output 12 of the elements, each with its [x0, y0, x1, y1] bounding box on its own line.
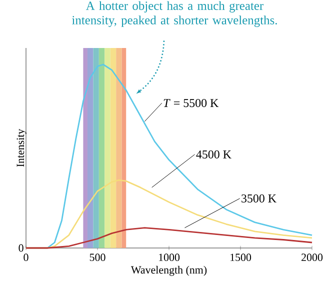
text: T = 5500 K	[164, 99, 219, 108]
text: 3500 K	[242, 194, 276, 202]
x-tick-label: 2000	[302, 254, 323, 262]
x-tick-label: 1000	[159, 254, 180, 262]
x-tick-label: 0	[24, 254, 28, 262]
text: 4500 K	[196, 150, 232, 158]
y-axis-title: Intensity	[16, 128, 26, 167]
x-tick-label: 500	[90, 254, 106, 262]
x-axis-title: Wavelength (nm)	[130, 266, 207, 276]
text: A hotter object has a much greater intensity, peaked at shorter wavelengths.	[72, 1, 277, 27]
text: 0	[18, 244, 24, 252]
x-tick-label: 1500	[230, 254, 252, 262]
